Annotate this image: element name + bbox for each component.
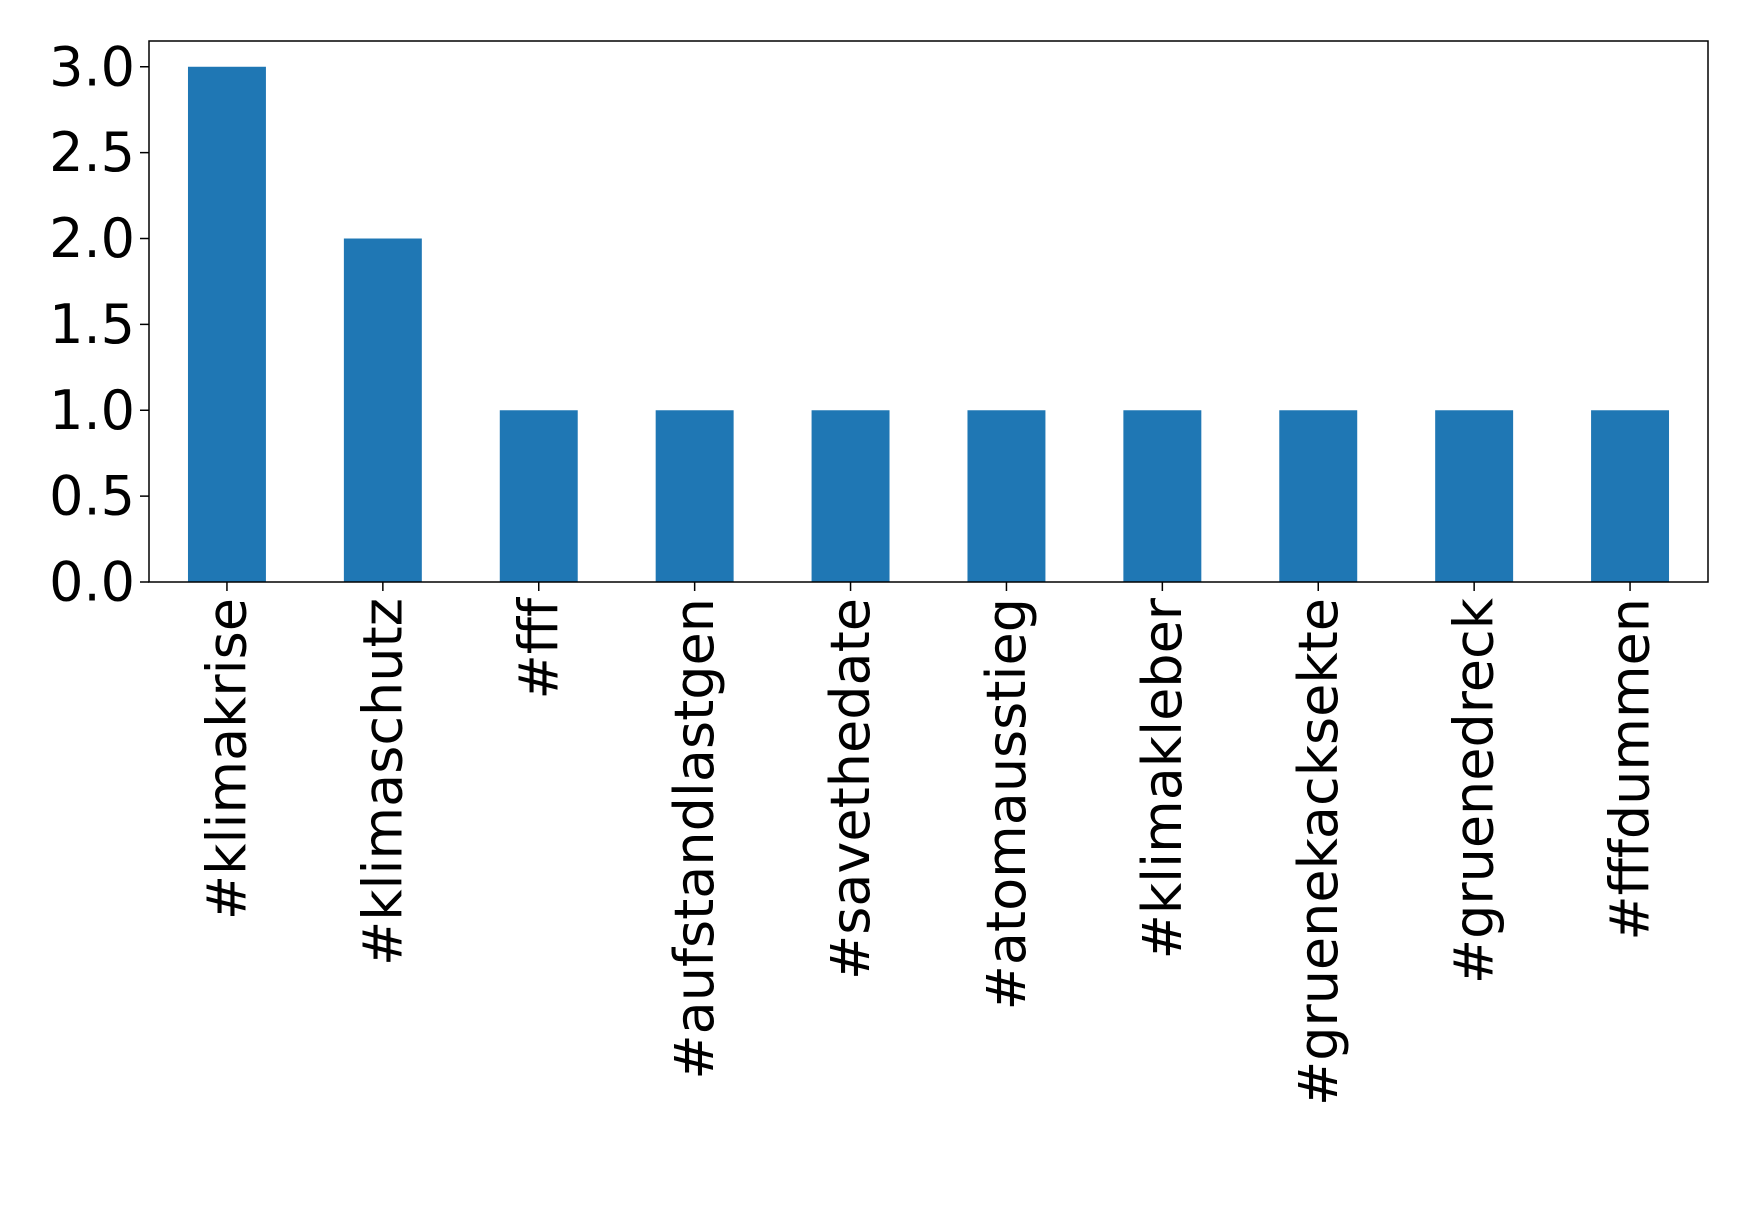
y-tick-label: 1.0 [49,379,135,442]
x-tick-label: #gruenedreck [1443,597,1506,984]
x-tick-label: #atomausstieg [975,598,1038,1010]
bar [967,410,1046,582]
bar [343,238,422,582]
bar [499,410,578,582]
bar [1279,410,1358,582]
x-tick-label: #fffdummen [1599,598,1662,941]
y-tick-label: 0.5 [49,465,135,528]
bar [187,66,266,582]
y-tick-label: 0.0 [49,551,135,614]
y-tick-label: 2.5 [49,121,135,184]
y-tick-label: 1.5 [49,293,135,356]
x-tick-label: #fff [507,596,570,699]
x-tick-label: #aufstandlastgen [663,598,726,1080]
bar [1123,410,1202,582]
x-tick-label: #savethedate [819,598,882,980]
x-tick-label: #gruenekacksekte [1287,598,1350,1106]
bar [655,410,734,582]
bar [1435,410,1514,582]
y-tick-label: 3.0 [49,35,135,98]
plot-frame [148,40,1709,583]
bar [811,410,890,582]
x-tick-label: #klimaschutz [351,598,414,966]
x-tick-label: #klimakrise [195,598,258,920]
bar [1591,410,1670,582]
y-tick-label: 2.0 [49,207,135,270]
x-tick-label: #klimakleber [1131,597,1194,959]
